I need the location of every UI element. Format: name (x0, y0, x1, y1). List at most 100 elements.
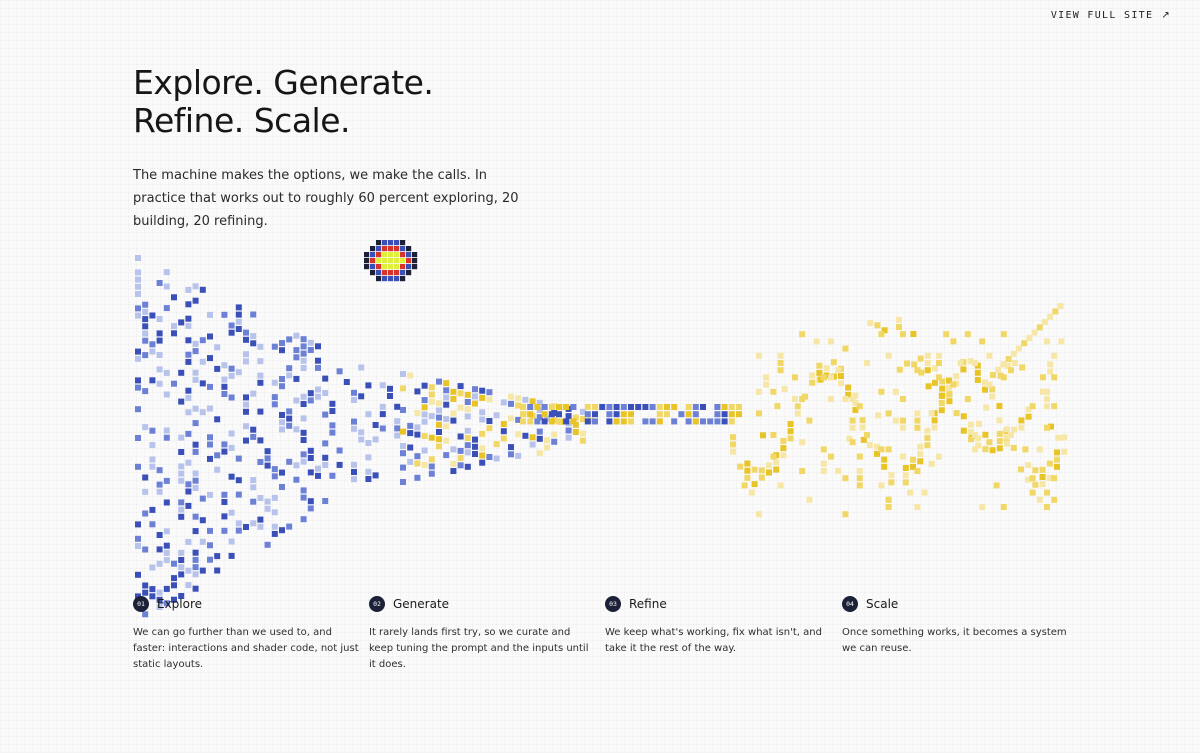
refine-pixel (1004, 433, 1010, 440)
explore-pixel (214, 553, 221, 560)
explore-pixel (185, 430, 192, 437)
explore-pixel (315, 343, 321, 350)
generate-pixel (464, 406, 471, 413)
explore-pixel (322, 462, 329, 468)
explore-pixel (156, 467, 163, 474)
generate-pixel (443, 401, 450, 408)
generate-pixel (450, 388, 457, 395)
sprite-pixel (400, 240, 406, 246)
generate-pixel (428, 463, 435, 470)
explore-pixel (135, 276, 141, 283)
generate-pixel (407, 372, 414, 379)
scatter-pixel (777, 360, 784, 366)
scatter-pixel (1058, 338, 1065, 345)
explore-pixel (185, 337, 192, 344)
generate-pixel (421, 404, 428, 411)
page-title: Explore. Generate. Refine. Scale. (133, 64, 553, 140)
explore-pixel (228, 322, 235, 329)
refine-pixel (902, 479, 909, 486)
refine-pixel (1047, 361, 1054, 368)
scatter-pixel (1008, 432, 1014, 438)
scatter-pixel (835, 468, 842, 474)
scatter-pixel (1044, 424, 1050, 431)
explore-pixel (185, 481, 192, 488)
band-pixel (520, 411, 526, 418)
generate-pixel (421, 411, 428, 418)
band-pixel (606, 411, 613, 418)
generate-pixel (436, 443, 442, 450)
explore-pixel (149, 456, 156, 463)
step-header: 01 Explore (133, 595, 361, 613)
refine-pixel (1048, 423, 1054, 430)
explore-pixel (142, 388, 149, 395)
refine-pixel (1054, 449, 1060, 456)
explore-pixel (228, 538, 235, 545)
scatter-pixel (835, 367, 842, 374)
generate-pixel (565, 405, 572, 412)
explore-pixel (135, 291, 141, 297)
generate-pixel (457, 455, 464, 462)
generate-pixel (551, 410, 558, 416)
explore-pixel (286, 365, 293, 372)
explore-pixel (171, 575, 177, 582)
refine-pixel (924, 352, 931, 359)
explore-pixel (300, 487, 307, 494)
explore-pixel (178, 463, 185, 470)
view-full-site-link[interactable]: VIEW FULL SITE ↗ (1051, 10, 1171, 21)
band-pixel (728, 411, 735, 418)
band-pixel (548, 418, 555, 425)
band-pixel (592, 411, 598, 418)
explore-pixel (221, 311, 228, 318)
generate-pixel (479, 409, 486, 416)
explore-pixel (300, 350, 307, 357)
refine-pixel (816, 369, 823, 376)
explore-pixel (142, 424, 149, 431)
scatter-pixel (756, 388, 762, 395)
explore-pixel (271, 401, 278, 408)
explore-pixel (293, 476, 300, 483)
explore-pixel (192, 348, 199, 355)
explore-pixel (307, 339, 314, 346)
generate-pixel (450, 417, 457, 424)
trail-pixel (1021, 340, 1028, 347)
generate-pixel (515, 416, 522, 423)
explore-pixel (142, 582, 149, 589)
explore-pixel (343, 379, 350, 385)
scatter-pixel (1044, 403, 1050, 410)
sprite-pixel (394, 264, 400, 270)
explore-pixel (264, 505, 271, 512)
refine-pixel (910, 463, 916, 470)
refine-pixel (996, 445, 1003, 452)
refine-pixel (838, 380, 844, 387)
generate-pixel (551, 438, 558, 445)
band-pixel (570, 418, 577, 425)
refine-pixel (1046, 475, 1053, 481)
sprite-pixel (400, 276, 406, 282)
generate-pixel (450, 410, 457, 417)
sprite-pixel (388, 252, 394, 258)
scatter-pixel (813, 338, 820, 345)
generate-pixel (580, 408, 586, 415)
sprite-pixel (388, 270, 394, 276)
scatter-pixel (864, 432, 870, 438)
scatter-pixel (799, 396, 806, 402)
scatter-pixel (885, 410, 892, 417)
explore-pixel (142, 316, 149, 323)
explore-pixel (214, 452, 221, 459)
scatter-pixel (943, 331, 950, 338)
generate-pixel (551, 431, 558, 438)
refine-pixel (781, 386, 788, 393)
sprite-pixel (394, 252, 400, 258)
refine-pixel (787, 421, 794, 427)
explore-pixel (135, 312, 141, 319)
explore-pixel (135, 355, 141, 362)
explore-pixel (365, 411, 372, 418)
generate-pixel (551, 417, 558, 424)
refine-pixel (989, 386, 996, 393)
explore-pixel (221, 391, 228, 397)
explore-pixel (156, 330, 163, 337)
explore-pixel (135, 269, 141, 276)
explore-pixel (135, 543, 141, 549)
generate-pixel (464, 391, 471, 398)
scatter-pixel (885, 496, 892, 503)
